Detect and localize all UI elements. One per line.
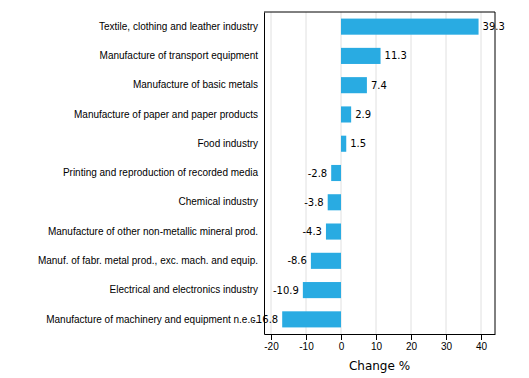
tick-label: Printing and reproduction of recorded me… [63,167,259,178]
bar [311,253,341,269]
tick-label: 0 [339,341,345,352]
tick-mark [306,334,307,340]
grid-line [481,12,482,334]
tick: Electrical and electronics industry [110,284,258,295]
tick: 0 [339,334,345,352]
bar [331,165,341,181]
tick-mark [411,334,412,340]
data-label: -3.8 [304,197,324,208]
y-axis: Manufacture of machinery and equipment n… [38,13,265,335]
tick-label: Manufacture of machinery and equipment n… [46,314,258,325]
frame [495,12,496,334]
chart: -20 -10 0 10 20 30 40 Manufacture of machinery … [0,0,529,378]
tick-label: -20 [264,341,279,352]
bar [341,106,351,122]
tick: 40 [476,334,488,352]
bar [341,136,346,152]
tick-label: Textile, clothing and leather industry [99,21,258,32]
tick-mark [481,334,482,340]
tick-mark [271,334,272,340]
tick: Manufacture of transport equipment [100,50,259,61]
grid-line [411,12,412,334]
bar [328,194,341,210]
data-label: -2.8 [308,168,328,179]
data-label: -8.6 [287,255,307,266]
tick: 30 [441,334,453,352]
grid-line [271,12,272,334]
tick-label: 40 [476,341,488,352]
tick-label: Manufacture of basic metals [133,79,258,90]
tick: Manufacture of basic metals [133,79,258,90]
axis-line [264,13,265,335]
tick-label: 20 [406,341,418,352]
tick: -20 [264,334,279,352]
tick: Manufacture of paper and paper products [74,109,258,120]
data-label: 39.3 [483,21,505,32]
tick-label: Manuf. of fabr. metal prod., exc. mach. … [38,255,258,266]
bar [341,19,479,35]
tick: Printing and reproduction of recorded me… [63,167,259,178]
tick: Chemical industry [179,196,258,207]
tick-label: Electrical and electronics industry [110,284,258,295]
tick-mark [376,334,377,340]
tick: Textile, clothing and leather industry [99,21,258,32]
data-label: -16.8 [252,314,278,325]
tick-label: -10 [299,341,314,352]
tick-label: Food industry [197,138,258,149]
tick-label: Manufacture of other non-metallic minera… [48,226,258,237]
x-axis: -20 -10 0 10 20 30 40 [264,334,495,352]
tick-label: Chemical industry [179,196,258,207]
data-label: 7.4 [371,80,387,91]
plot: -20 -10 0 10 20 30 40 Manufacture of machinery … [38,12,505,352]
bars [282,19,478,328]
tick: Manuf. of fabr. metal prod., exc. mach. … [38,255,258,266]
tick-mark [446,334,447,340]
tick: Manufacture of machinery and equipment n… [46,314,258,325]
tick: Food industry [197,138,258,149]
data-label: 1.5 [350,138,366,149]
frame [264,12,495,13]
grid [271,12,481,334]
tick: 10 [371,334,383,352]
tick-label: Manufacture of transport equipment [100,50,259,61]
bar [341,77,367,93]
axis-title: Change % [349,359,410,373]
tick-label: Manufacture of paper and paper products [74,109,258,120]
tick-label: 30 [441,341,453,352]
data-labels: -16.8 -10.9 -8.6 -4.3 -3.8 -2.8 1.5 2.9 7.4 11.3 3… [252,21,504,325]
bar [303,282,341,298]
tick: -10 [299,334,314,352]
data-label: 11.3 [385,50,407,61]
bar [282,311,341,327]
bar [341,48,381,64]
data-label: 2.9 [355,109,371,120]
tick: 20 [406,334,418,352]
data-label: -4.3 [302,226,322,237]
tick: Manufacture of other non-metallic minera… [48,226,258,237]
axis-line [265,334,496,335]
bar [326,223,341,239]
grid-line [446,12,447,334]
tick-mark [341,334,342,340]
data-label: -10.9 [273,285,299,296]
tick-label: 10 [371,341,383,352]
